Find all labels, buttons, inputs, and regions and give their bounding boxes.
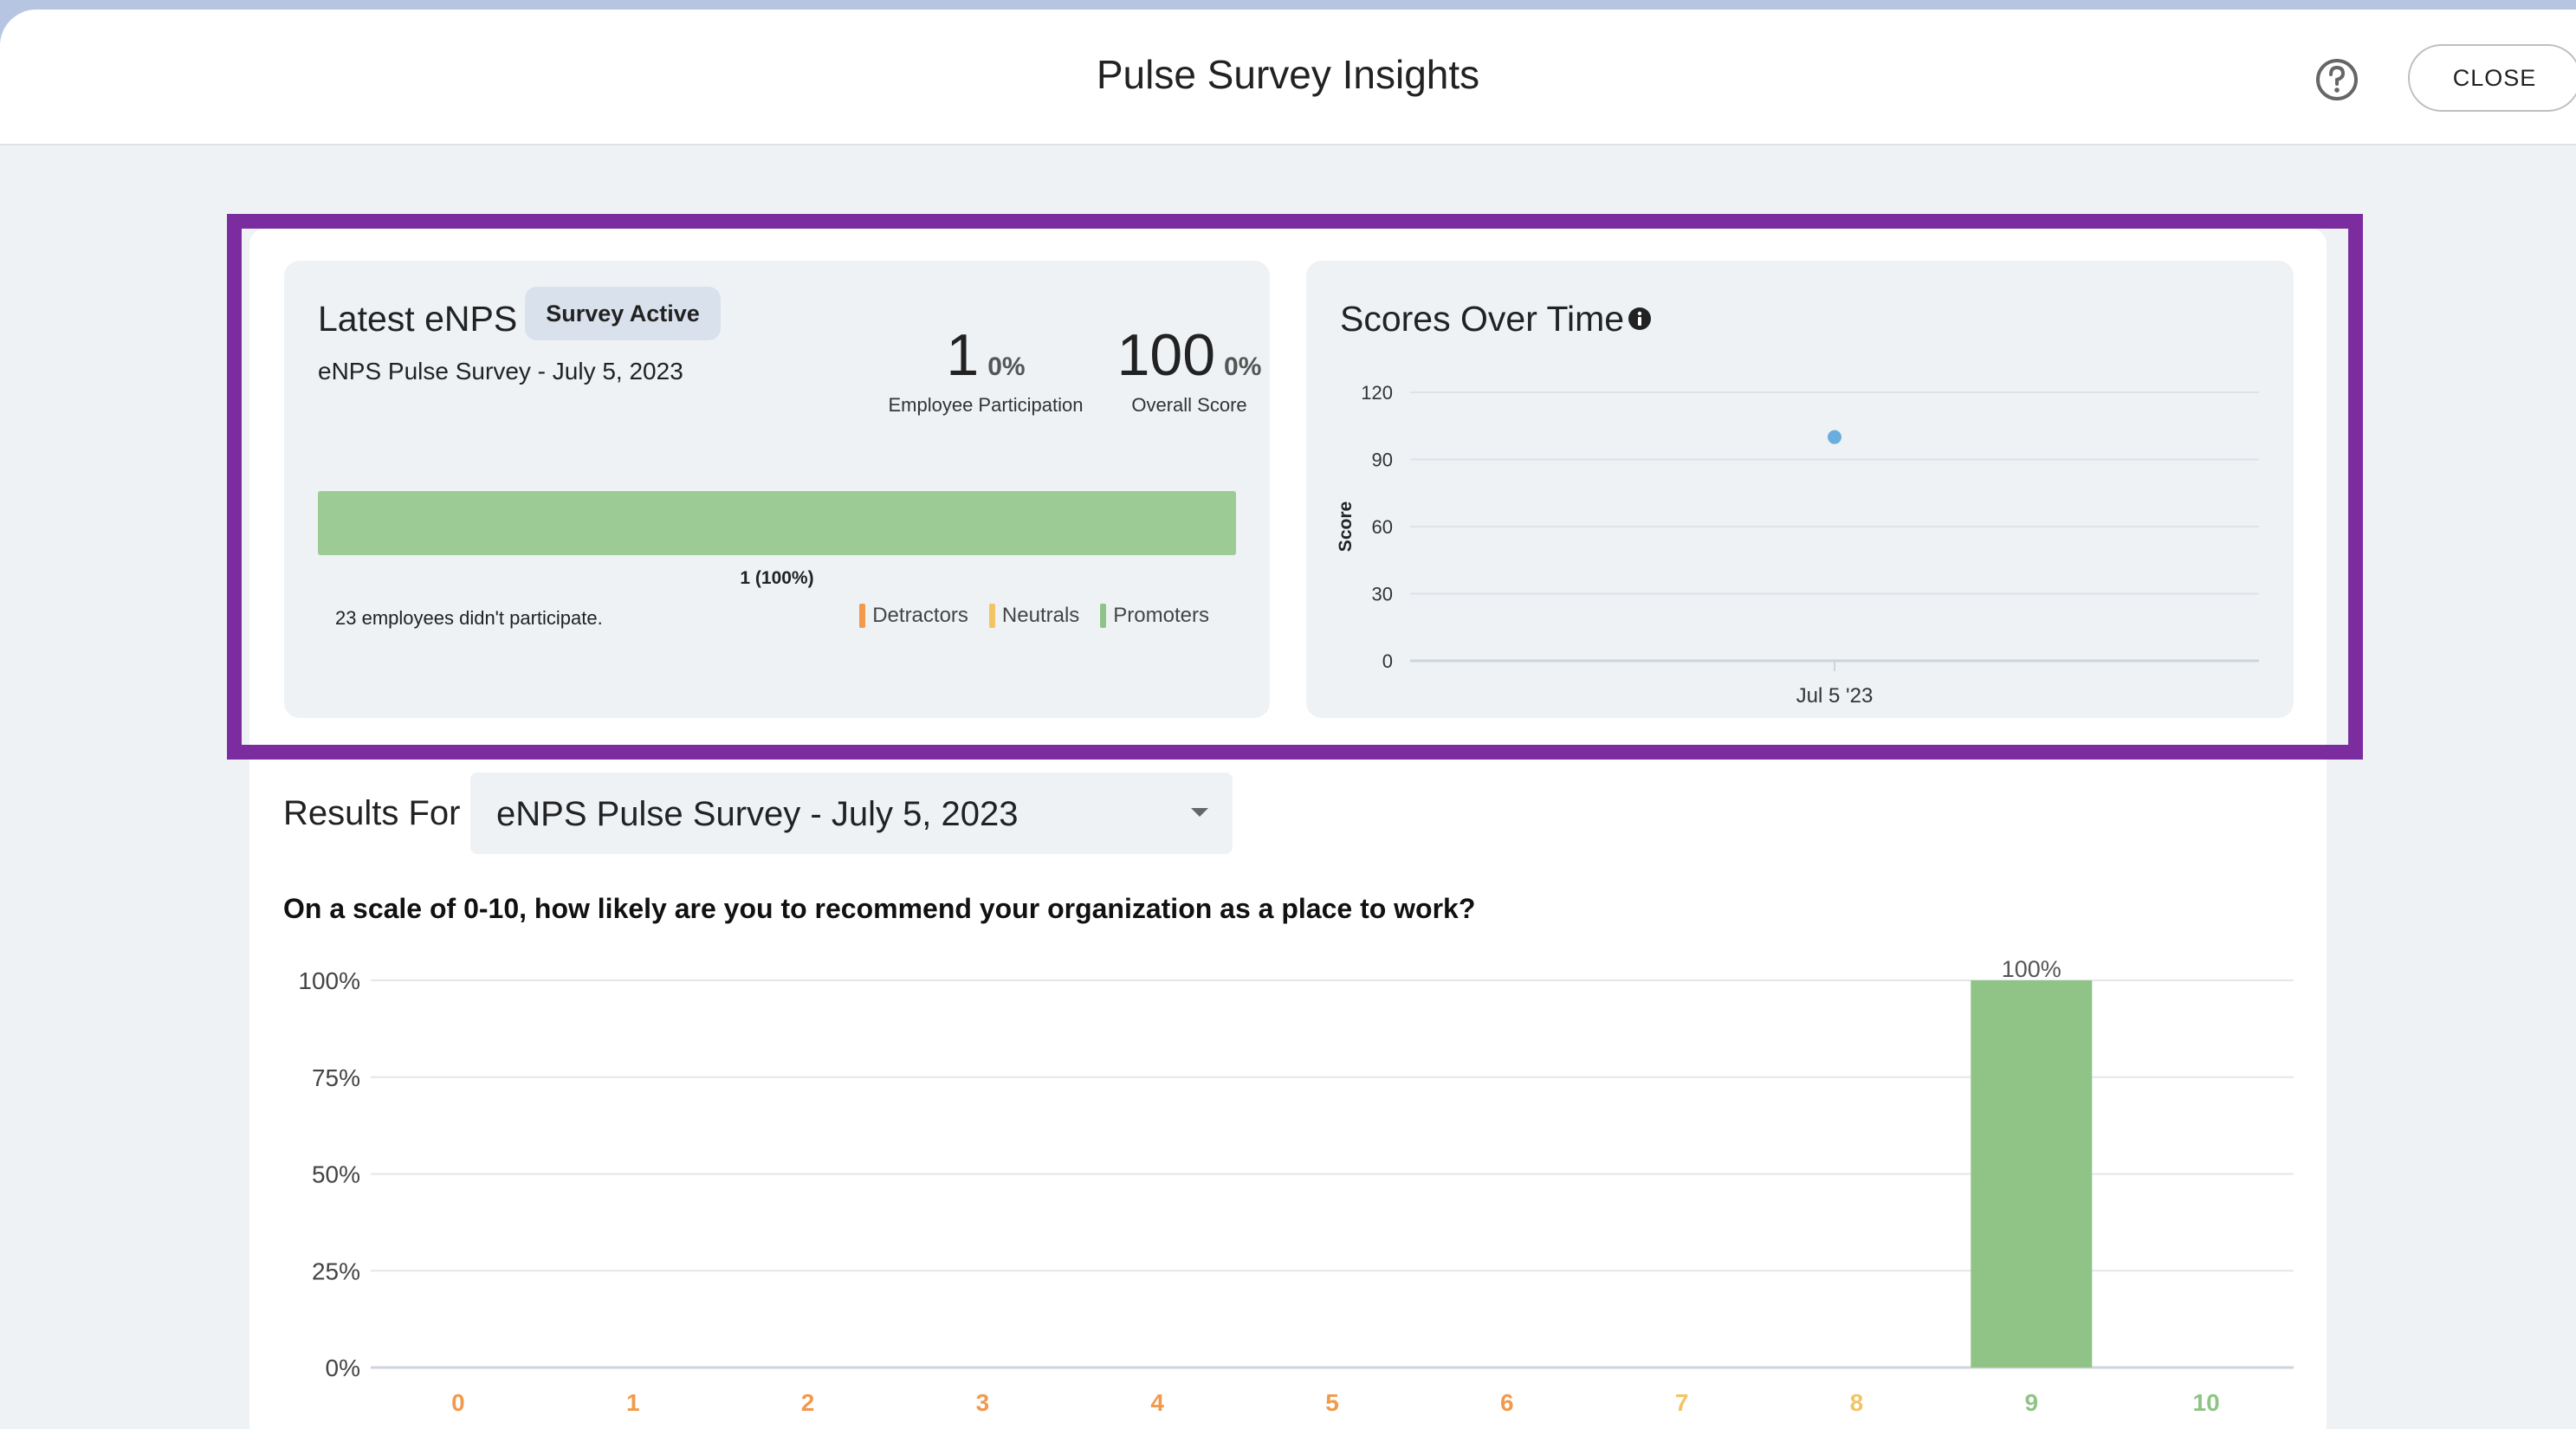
modal-header: Pulse Survey Insights CLOSE [0,10,2576,145]
score-point [1828,430,1841,444]
x-tick-label: Jul 5 '23 [1796,684,1874,708]
y-tick-label: 90 [1372,449,1393,471]
x-tick-label: 9 [2024,1389,2038,1416]
participation-value: 1 [946,322,980,388]
x-tick-label: 3 [976,1389,990,1416]
y-tick-label: 50% [312,1161,360,1188]
x-tick-label: 0 [451,1389,465,1416]
participation-percent: 0% [987,352,1026,381]
participation-label: Employee Participation [888,394,1084,416]
legend-promoters: Promoters [1100,604,1209,628]
x-tick-label: 7 [1675,1389,1689,1416]
x-tick-label: 8 [1850,1389,1864,1416]
legend-swatch-detractors [859,604,866,628]
score-bar [1971,980,2093,1368]
participation-metric: 1 0% Employee Participation [873,321,1098,417]
x-tick-label: 1 [626,1389,640,1416]
x-tick-label: 10 [2193,1389,2220,1416]
overall-score-metric: 100 0% Overall Score [1107,321,1272,417]
chevron-down-icon [1191,808,1208,817]
legend-swatch-neutrals [988,604,995,628]
insights-modal: Pulse Survey Insights CLOSE Latest eNPS … [0,10,2576,1429]
scores-over-time-title: Scores Over Time [1340,299,1625,339]
y-tick-label: 60 [1372,516,1393,538]
y-tick-label: 30 [1372,584,1393,605]
y-tick-label: 25% [312,1258,360,1284]
latest-enps-card: Latest eNPS Survey Active eNPS Pulse Sur… [284,261,1270,718]
x-tick-label: 2 [801,1389,815,1416]
legend-neutrals: Neutrals [988,604,1080,628]
results-for-label: Results For [283,794,461,832]
survey-name: eNPS Pulse Survey - July 5, 2023 [318,358,683,385]
question-text: On a scale of 0-10, how likely are you t… [283,893,1476,924]
x-tick-label: 5 [1325,1389,1339,1416]
distribution-legend: Detractors Neutrals Promoters [859,604,1209,628]
score-distribution-chart: 0% 25% 50% 75% 100% 0 1 2 3 4 5 6 7 8 100% 9 10 [298,956,2294,1416]
y-tick-label: 0% [326,1355,360,1381]
modal-title: Pulse Survey Insights [1096,52,1480,97]
legend-label-promoters: Promoters [1113,604,1209,627]
close-button[interactable]: CLOSE [2408,44,2576,112]
question-circle-icon[interactable] [2314,57,2359,102]
scores-over-time-card: 0 30 60 90 120 Score Jul 5 '23 Scores Over Tim… [1306,261,2294,718]
survey-select[interactable]: eNPS Pulse Survey - July 5, 2023 [470,773,1233,854]
latest-enps-title: Latest eNPS [318,299,518,339]
legend-label-neutrals: Neutrals [1001,604,1080,627]
distribution-label: 1 (100%) [740,568,814,588]
info-circle-icon[interactable] [1627,306,1653,332]
y-tick-label: 100% [298,967,360,994]
overall-score-value: 100 [1116,322,1216,388]
y-tick-label: 120 [1361,382,1393,404]
overall-score-percent: 0% [1224,352,1262,381]
y-axis-label: Score [1336,501,1356,552]
y-tick-label: 0 [1382,650,1393,672]
promoters-segment [318,491,1236,555]
x-tick-label: 6 [1500,1389,1514,1416]
x-tick-label: 4 [1150,1389,1164,1416]
response-distribution-bar [318,491,1236,555]
y-tick-label: 75% [312,1064,360,1091]
legend-detractors: Detractors [859,604,968,628]
non-participation-text: 23 employees didn't participate. [335,607,603,629]
bar-data-label: 100% [2002,956,2061,982]
survey-select-value: eNPS Pulse Survey - July 5, 2023 [496,795,1019,833]
survey-status-badge: Survey Active [525,287,721,340]
scores-over-time-chart: 0 30 60 90 120 Score Jul 5 '23 [1336,382,2259,708]
legend-swatch-promoters [1100,604,1107,628]
legend-label-detractors: Detractors [872,604,968,627]
overall-score-label: Overall Score [1131,394,1247,416]
